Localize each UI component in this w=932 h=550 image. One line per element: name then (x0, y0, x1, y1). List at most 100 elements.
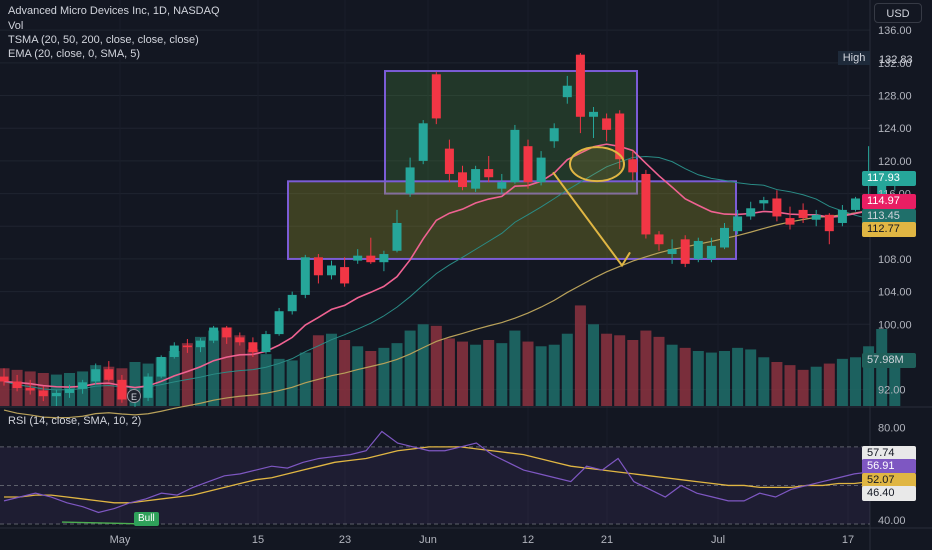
candle-body (733, 216, 743, 232)
volume-bar (378, 347, 390, 406)
volume-bar (391, 343, 403, 406)
volume-bar (273, 358, 285, 406)
candle-body (104, 369, 114, 380)
earnings-marker-icon[interactable]: E (127, 389, 141, 403)
rsi-tag: 56.91 (862, 459, 916, 474)
candle-body (746, 208, 756, 217)
candle-body (182, 345, 192, 348)
volume-bar (784, 365, 796, 406)
candle-body (196, 340, 205, 348)
volume-bar (208, 330, 220, 406)
time-tick-label: Jul (711, 534, 725, 546)
candle-body (366, 255, 376, 263)
candle-body (877, 177, 887, 197)
volume-bar (417, 324, 429, 406)
candle-body (824, 214, 834, 232)
rsi-ma-line (4, 446, 871, 504)
candle-body (575, 54, 585, 117)
price-tag: 117.93 (862, 171, 916, 186)
volume-bar (640, 330, 652, 406)
candle-body (353, 255, 363, 261)
candle-body (222, 327, 232, 338)
volume-bar (326, 333, 337, 406)
candle-body (169, 345, 179, 357)
candle-body (25, 388, 35, 391)
volume-bar (522, 341, 534, 406)
bull-divergence-label: Bull (134, 512, 159, 526)
candle-body (615, 113, 625, 160)
volume-bar (548, 344, 560, 406)
candle-body (287, 294, 297, 312)
candle-body (431, 74, 441, 119)
rsi-tick-label: 80.00 (878, 423, 906, 435)
candle-body (235, 337, 245, 343)
rsi-tag: 46.40 (862, 486, 916, 501)
drawing-annotations (552, 146, 631, 268)
volume-bar (168, 351, 180, 406)
volume-bar (614, 335, 626, 406)
volume-bar (850, 357, 861, 406)
volume-bar (352, 346, 364, 406)
sma50-line (3, 205, 895, 419)
lower-range-box (287, 180, 737, 260)
candle-body (274, 311, 284, 335)
ema-legend: EMA (20, close, 0, SMA, 5) (8, 48, 141, 60)
volume-bar (719, 351, 730, 406)
time-tick-label: 12 (522, 534, 534, 546)
price-tick-label: 124.00 (878, 123, 912, 135)
volume-bar (692, 351, 704, 406)
candle-body (497, 182, 507, 189)
price-tick-label: 100.00 (878, 319, 912, 331)
candle-body (261, 334, 271, 353)
candle-body (209, 327, 219, 341)
price-tick-label: 132.00 (878, 58, 912, 70)
rsi-legend: RSI (14, close, SMA, 10, 2) (8, 415, 142, 427)
volume-bar (823, 363, 835, 406)
candle-body (654, 234, 664, 245)
candle-body (444, 148, 454, 174)
volume-bar (195, 336, 206, 406)
volume-bar (286, 360, 298, 406)
candle-body (549, 128, 559, 142)
price-tick-label: 104.00 (878, 287, 912, 299)
volume-bar (221, 327, 233, 406)
price-tick-label: 128.00 (878, 91, 912, 103)
volume-bar (247, 349, 259, 406)
volume-bar (561, 333, 573, 406)
volume-bar (836, 358, 848, 406)
candle-body (392, 222, 402, 251)
volume-bar (312, 335, 324, 406)
volume-bar (679, 347, 691, 406)
volume-bar (90, 365, 102, 406)
volume-bar (457, 341, 468, 406)
time-tick-label: Jun (419, 534, 437, 546)
candle-body (458, 172, 467, 188)
candle-body (510, 129, 520, 183)
currency-button[interactable]: USD (874, 3, 922, 23)
candle-body (772, 198, 782, 217)
time-tick-label: 23 (339, 534, 351, 546)
candle-body (405, 167, 415, 194)
candle-body (327, 265, 336, 276)
candle-body (798, 209, 808, 219)
candle-body (143, 376, 153, 398)
candle-body (471, 169, 481, 189)
vol-legend: Vol (8, 20, 24, 32)
volume-bar (666, 344, 678, 406)
volume-bar (470, 344, 482, 406)
volume-bar (129, 362, 141, 406)
price-tag: 114.97 (862, 194, 916, 209)
volume-bar (797, 369, 809, 406)
price-tag: 112.77 (862, 222, 916, 237)
volume-bar (758, 357, 770, 406)
symbol-title: Advanced Micro Devices Inc, 1D, NASDAQ (8, 5, 220, 17)
volume-bar (404, 330, 416, 406)
candle-body (667, 249, 677, 255)
candle-body (837, 209, 847, 223)
volume-bar (103, 366, 115, 406)
volume-bar (863, 346, 875, 406)
volume-bar (745, 349, 757, 406)
volume-bar (430, 325, 442, 406)
volume-bar (601, 333, 613, 406)
